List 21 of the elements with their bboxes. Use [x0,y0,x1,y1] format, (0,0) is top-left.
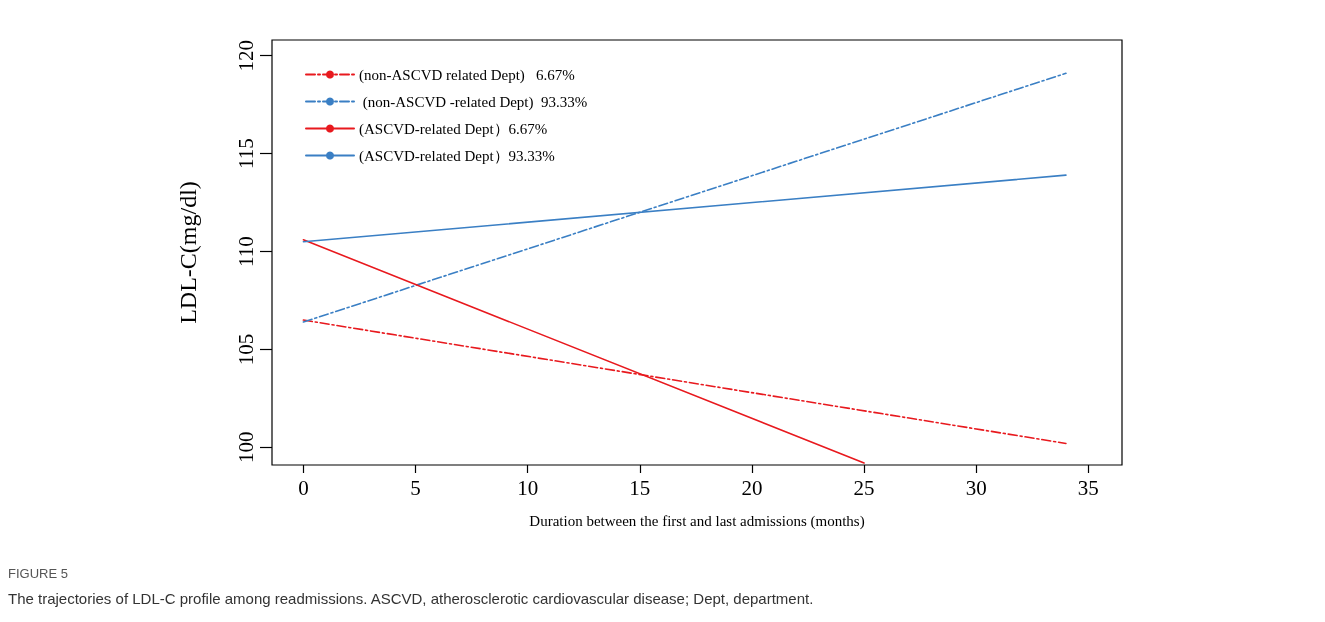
y-axis-title: LDL-C(mg/dl) [175,181,201,324]
x-tick-label: 15 [629,475,651,500]
text: The trajectories of LDL-C profile among readmissions. ASCVD, atherosclerotic cardiovascular disease; Dept, department. [8,590,814,607]
legend-label: (ASCVD-related Dept）93.33% [359,147,555,165]
x-tick-label: 0 [298,475,309,500]
x-tick-label: 30 [965,475,987,500]
legend-label: (ASCVD-related Dept）6.67% [359,120,548,138]
x-tick-label: 5 [410,475,421,500]
legend-label: (non-ASCVD -related Dept) 93.33% [359,93,588,111]
y-tick-label: 105 [233,333,258,366]
caption: FIGURE 5 [8,566,68,581]
x-axis-title: Duration between the first and last admissions (months) [529,512,865,530]
x-tick-label: 20 [741,475,763,500]
legend-label: (non-ASCVD related Dept) 6.67% [359,66,575,84]
x-tick-label: 10 [517,475,539,500]
y-tick-label: 120 [233,39,258,72]
x-tick-label: 25 [853,475,875,500]
x-tick-label: 35 [1077,475,1099,500]
y-tick-label: 110 [233,236,258,267]
y-tick-label: 115 [233,138,258,169]
y-tick-label: 100 [233,431,258,464]
